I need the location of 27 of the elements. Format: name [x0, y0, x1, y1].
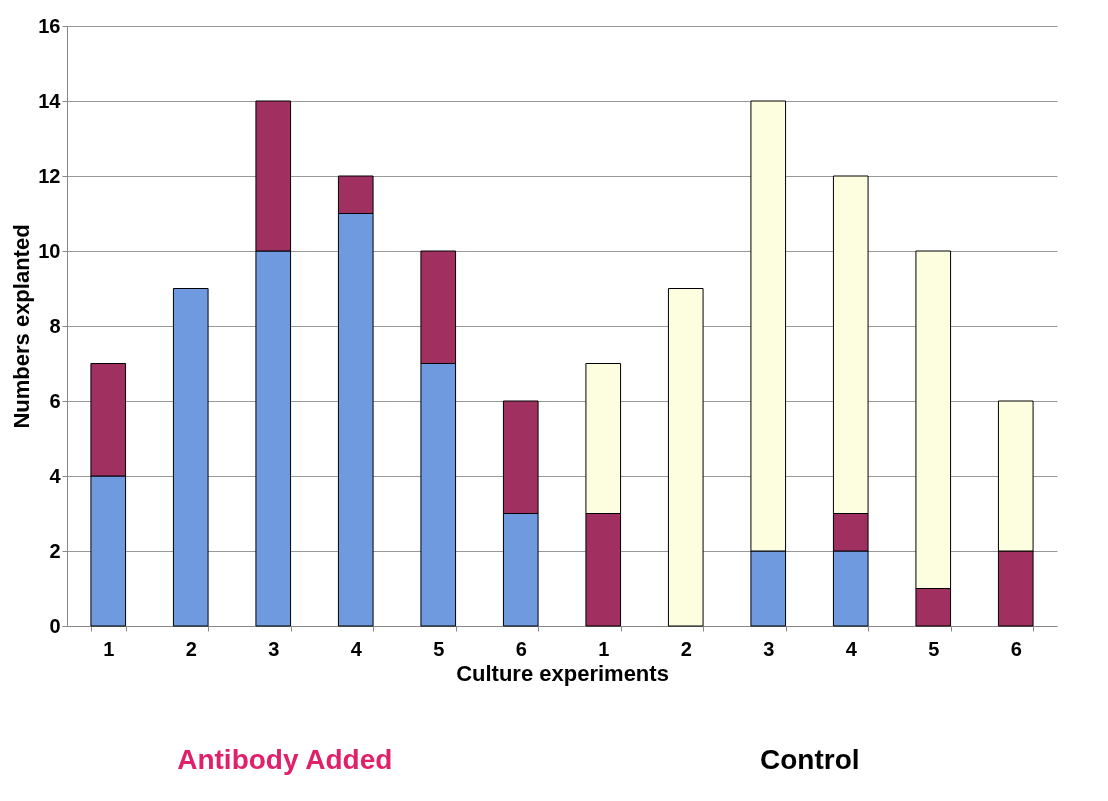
- x-tick-label: 1: [598, 637, 610, 660]
- y-tick-label: 14: [38, 89, 62, 112]
- x-tick-label: 6: [1010, 637, 1022, 660]
- x-tick-label: 5: [928, 637, 940, 660]
- y-tick-label: 16: [38, 14, 61, 37]
- y-axis-title: Numbers explanted: [9, 224, 35, 429]
- x-tick-label: 4: [350, 637, 363, 660]
- x-tick-label: 6: [515, 637, 527, 660]
- y-tick-label: 2: [49, 539, 61, 562]
- y-tick-label: 12: [38, 164, 61, 187]
- y-tick-label: 10: [38, 239, 61, 262]
- y-tick-label: 8: [49, 314, 61, 337]
- x-tick-label: 5: [433, 637, 445, 660]
- y-tick-label: 0: [49, 614, 61, 637]
- x-tick-label: 2: [185, 637, 197, 660]
- x-tick-label: 4: [845, 637, 858, 660]
- x-tick-label: 3: [268, 637, 280, 660]
- x-tick-label: 3: [763, 637, 775, 660]
- x-tick-label: 2: [680, 637, 692, 660]
- bar: [667, 288, 704, 627]
- x-tick-label: 1: [103, 637, 115, 660]
- text: Control: [760, 744, 860, 775]
- bar: [172, 288, 209, 627]
- y-tick-label: 6: [49, 389, 61, 412]
- text: Antibody Added: [177, 744, 393, 775]
- x-axis-title: Culture experiments: [456, 660, 669, 686]
- y-tick-label: 4: [49, 464, 62, 487]
